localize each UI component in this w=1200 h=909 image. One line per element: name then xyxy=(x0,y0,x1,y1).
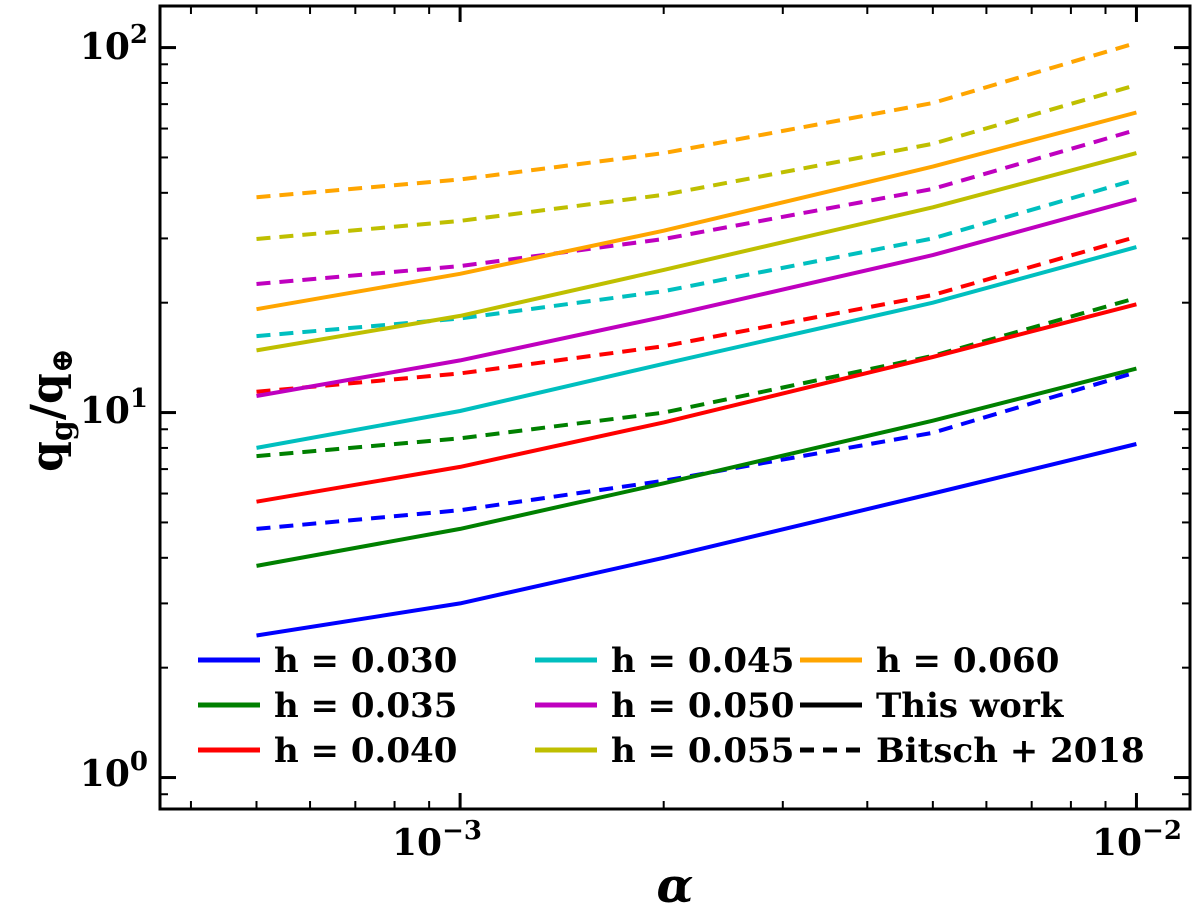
legend-label: This work xyxy=(876,686,1065,726)
series-line-0035-solid xyxy=(256,366,1137,568)
y-tick-label: 100 xyxy=(80,747,148,795)
x-tick-label: 10−2 xyxy=(1092,816,1182,864)
x-axis-label: α xyxy=(657,858,694,909)
major-ticks xyxy=(160,6,1190,809)
plot-frame xyxy=(158,4,1192,811)
series-lines xyxy=(256,40,1137,638)
legend-label: h = 0.030 xyxy=(274,641,457,681)
legend-label: h = 0.040 xyxy=(274,731,457,771)
series-line-0030-solid xyxy=(256,442,1137,638)
legend-label: Bitsch + 2018 xyxy=(876,731,1145,771)
y-tick-labels: 102 101 100 xyxy=(80,20,148,795)
series-line-0045-dashed xyxy=(256,177,1137,339)
series-line-0060-dashed xyxy=(256,40,1137,200)
legend-label: h = 0.055 xyxy=(611,731,794,771)
legend-label: h = 0.060 xyxy=(876,641,1059,681)
x-tick-labels: 10−3 10−2 xyxy=(392,816,1182,864)
legend-label: h = 0.035 xyxy=(274,686,457,726)
legend: h = 0.030 h = 0.035 h = 0.040 h = 0.045 h = … xyxy=(198,641,1145,771)
series-line-0050-solid xyxy=(256,197,1137,398)
series-line-0030-dashed xyxy=(256,370,1137,531)
series-line-0040-solid xyxy=(256,302,1137,504)
series-line-0045-solid xyxy=(256,245,1137,450)
x-tick-label: 10−3 xyxy=(392,816,482,864)
y-tick-label: 102 xyxy=(80,20,148,68)
series-line-0040-dashed xyxy=(256,234,1137,394)
legend-label: h = 0.050 xyxy=(611,686,794,726)
y-axis-label: qg/q⊕ xyxy=(22,348,80,472)
legend-label: h = 0.045 xyxy=(611,641,794,681)
series-line-0055-solid xyxy=(256,151,1137,353)
series-line-0060-solid xyxy=(256,110,1137,312)
series-line-0035-dashed xyxy=(256,296,1137,459)
y-tick-label: 101 xyxy=(80,384,148,432)
